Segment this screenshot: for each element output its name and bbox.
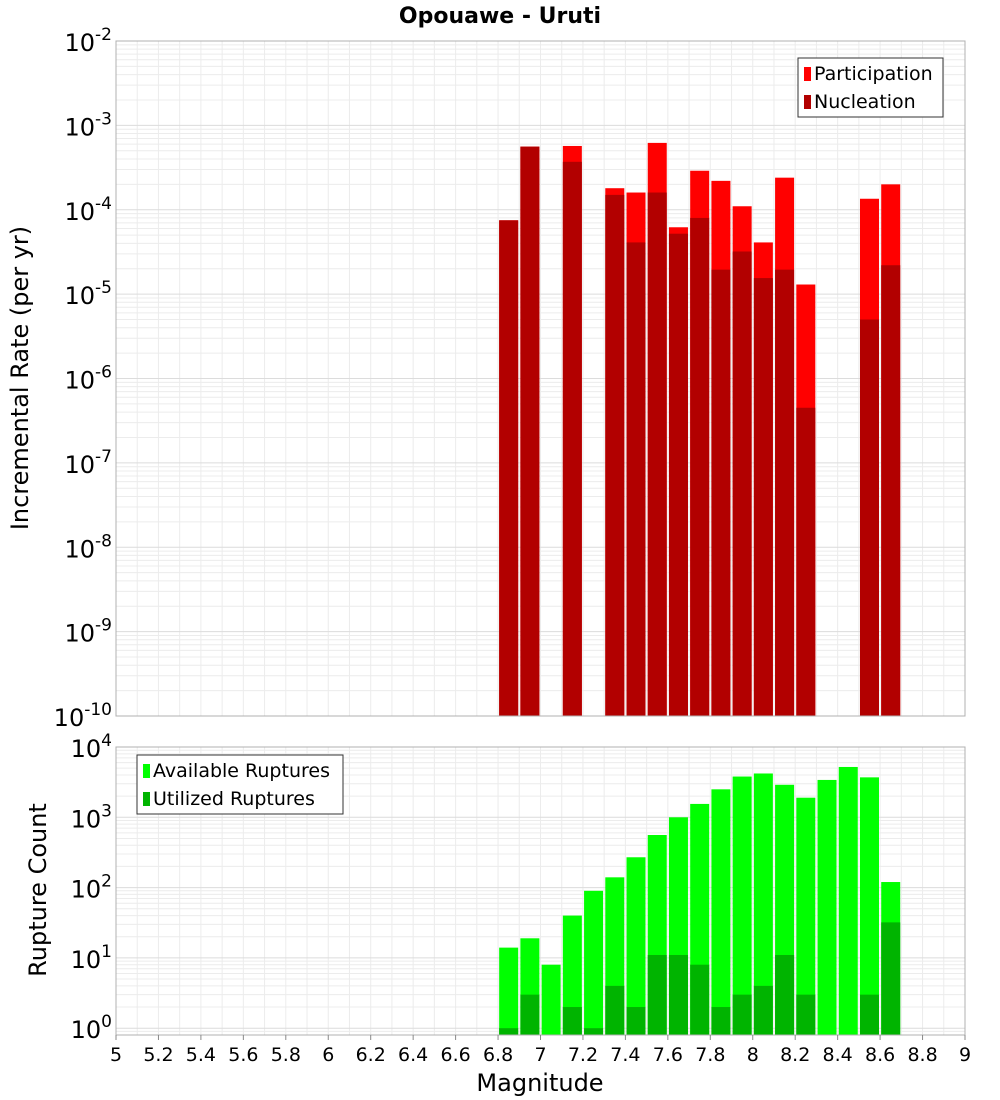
x-tick-label: 8.8 [907,1044,937,1066]
legend-box [797,57,944,118]
bar-utilized-ruptures [520,994,540,1035]
bar-available-ruptures [817,779,837,1035]
x-tick-label: 5 [110,1044,122,1066]
bar-nucleation [626,242,646,716]
y-tick-label: 10-2 [65,25,113,57]
x-tick-label: 6 [322,1044,334,1066]
bar-available-ruptures [732,776,752,1035]
bar-utilized-ruptures [647,954,667,1035]
bar-available-ruptures [562,915,582,1035]
x-tick-label: 6.4 [398,1044,428,1066]
y-tick-label: 10-9 [65,616,113,648]
bar-nucleation [520,146,540,716]
bar-utilized-ruptures [584,1028,604,1035]
bar-nucleation [732,251,752,716]
legend-label: Utilized Ruptures [153,788,315,810]
legend-swatch [804,95,811,109]
x-tick-label: 8.2 [780,1044,810,1066]
bar-utilized-ruptures [881,922,901,1035]
magnitude-axis-label: Magnitude [476,1069,603,1097]
bar-nucleation [690,217,710,716]
y-tick-label: 10-3 [65,109,113,141]
x-tick-label: 5.8 [271,1044,301,1066]
bar-nucleation [499,220,519,717]
bar-nucleation [647,192,667,717]
y-tick-label: 100 [71,1012,112,1044]
legend-swatch [804,67,811,81]
bar-nucleation [753,278,773,716]
legend: Available Ruptures Utilized Ruptures [136,754,344,815]
bar-utilized-ruptures [499,1028,519,1035]
bar-utilized-ruptures [732,994,752,1035]
x-tick-label: 7.6 [653,1044,683,1066]
y-tick-label: 10-4 [65,194,113,226]
x-tick-label: 6.2 [356,1044,386,1066]
x-tick-label: 6.8 [483,1044,513,1066]
bar-available-ruptures [499,947,519,1035]
bar-utilized-ruptures [753,985,773,1035]
y-tick-label: 104 [71,731,112,763]
bar-utilized-ruptures [668,954,688,1035]
bar-nucleation [881,265,901,716]
x-tick-label: 7.4 [610,1044,640,1066]
x-tick-label: 8.6 [865,1044,895,1066]
y-tick-label: 103 [71,801,112,833]
bar-utilized-ruptures [690,964,710,1035]
bar-utilized-ruptures [711,1007,731,1035]
x-tick-label: 8.4 [823,1044,853,1066]
y-tick-label: 101 [71,942,112,974]
bar-available-ruptures [838,766,858,1035]
bar-available-ruptures [711,789,731,1035]
bar-utilized-ruptures [626,1007,646,1035]
x-tick-label: 6.6 [440,1044,470,1066]
legend-label: Available Ruptures [153,760,330,782]
legend-swatch [143,764,150,778]
bar-nucleation [562,161,582,716]
y-tick-label: 10-10 [54,700,112,732]
rate-y-axis-label: Incremental Rate (per yr) [6,226,34,530]
legend-label: Nucleation [814,91,916,113]
bar-utilized-ruptures [605,985,625,1035]
bar-available-ruptures [796,797,816,1035]
x-tick-label: 7.8 [695,1044,725,1066]
count-y-axis-label: Rupture Count [24,803,52,977]
x-tick-label: 8 [747,1044,759,1066]
bar-utilized-ruptures [859,994,879,1035]
bar-utilized-ruptures [796,994,816,1035]
bar-utilized-ruptures [562,1007,582,1035]
legend-box [136,754,344,815]
x-tick-label: 7 [534,1044,546,1066]
bar-nucleation [668,233,688,716]
bar-available-ruptures [584,890,604,1035]
bar-nucleation [796,407,816,716]
legend-label: Participation [814,63,933,85]
rupture-count-plot: 100 101 102 103 104 Available Ruptures Utilize… [71,731,971,1066]
bar-available-ruptures [859,777,879,1035]
y-tick-label: 10-5 [65,278,113,310]
plot-frame [115,40,966,717]
x-tick-label: 5.4 [186,1044,216,1066]
bar-nucleation [775,269,795,716]
bar-utilized-ruptures [775,954,795,1035]
bar-nucleation [711,269,731,716]
bar-available-ruptures [626,857,646,1035]
bar-available-ruptures [753,773,773,1035]
y-tick-label: 10-6 [65,363,113,395]
chart-title: Opouawe - Uruti [399,4,601,29]
bar-nucleation [859,319,879,716]
rate-plot: 10-10 10-9 10-8 10-7 10-6 10-5 10-4 10-3 10-2 Par… [54,25,966,732]
x-tick-label: 5.2 [143,1044,173,1066]
y-tick-label: 10-8 [65,531,113,563]
y-tick-label: 10-7 [65,447,113,479]
legend-swatch [143,792,150,806]
legend: Participation Nucleation [797,57,944,118]
x-tick-label: 7.2 [568,1044,598,1066]
y-tick-label: 102 [71,872,112,904]
bar-nucleation [605,194,625,716]
x-tick-label: 9 [959,1044,971,1066]
x-tick-label: 5.6 [228,1044,258,1066]
bar-available-ruptures [541,964,561,1035]
